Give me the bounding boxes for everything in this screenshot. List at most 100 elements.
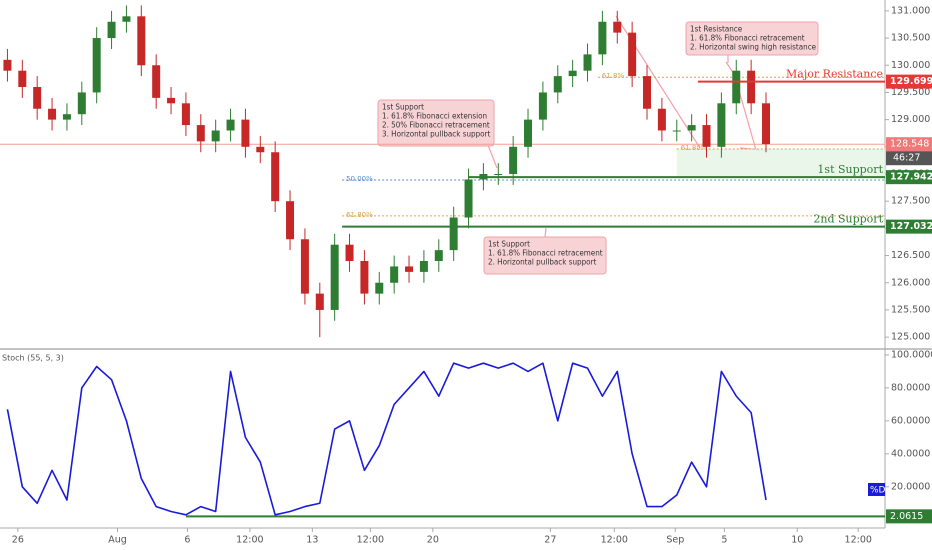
support-zone: [676, 148, 885, 178]
candle-body: [137, 16, 146, 66]
level-tag: [886, 219, 932, 234]
level-tag: [886, 74, 932, 89]
x-tick-label: 12:00: [601, 535, 628, 546]
candle-body: [122, 16, 131, 22]
x-tick-label: 20: [427, 535, 439, 546]
candle-body: [256, 146, 265, 153]
level-value: 127.032: [890, 221, 932, 232]
candle-body: [241, 119, 250, 147]
candle-body: [687, 125, 696, 131]
annotation-box: [377, 99, 495, 147]
legend-name: %D: [870, 485, 886, 495]
candle-body: [464, 179, 473, 218]
fib-label: 61.8%: [602, 72, 625, 80]
annotation-line: 2. 50% Fibonacci retracement: [382, 121, 490, 130]
x-tick-label: 12:00: [357, 535, 384, 546]
annotation-line: 1st Resistance: [690, 25, 743, 34]
x-tick-label: Sep: [666, 535, 684, 546]
annotation-line: 1. 61.8% Fibonacci extension: [382, 112, 487, 121]
candle-body: [62, 114, 71, 120]
annotation-line: 2. Horizontal pullback support: [488, 258, 597, 267]
x-tick-label: 26: [12, 535, 24, 546]
y-tick-label: 20.0000: [891, 481, 930, 492]
candle-body: [419, 261, 428, 272]
level-name: 1st Support: [817, 163, 883, 176]
candle-body: [226, 119, 235, 131]
annotation-line: 1st Support: [488, 240, 530, 249]
candle-body: [390, 266, 399, 283]
candle-body: [494, 174, 503, 175]
candle-body: [643, 76, 652, 109]
candle-body: [583, 54, 592, 71]
x-tick-label: 12:00: [236, 535, 263, 546]
price-tag: [886, 137, 932, 152]
candle-body: [286, 201, 295, 240]
y-tick-label: 130.500: [891, 33, 930, 44]
annotation-line: 1st Support: [382, 103, 424, 112]
y-tick-label: 130.000: [891, 60, 930, 71]
y-tick-label: 60.0000: [891, 415, 930, 426]
stoch-level-tag: [886, 509, 932, 524]
candle-body: [672, 130, 681, 132]
fib-label: 61.80%: [681, 144, 708, 152]
y-tick-label: 131.000: [891, 5, 930, 16]
annotation-line: 2. Horizontal swing high resistance: [690, 43, 817, 52]
level-name: Major Resistance: [786, 68, 883, 81]
candle-body: [524, 119, 533, 147]
x-tick-label: 13: [306, 535, 318, 546]
x-tick-label: 27: [544, 535, 556, 546]
candle-body: [152, 65, 161, 98]
candle-body: [167, 97, 176, 104]
candle-body: [732, 70, 741, 104]
candle-body: [449, 217, 458, 251]
candle-body: [181, 103, 190, 126]
price-tag-value: 128.548: [890, 139, 929, 150]
candle-body: [747, 70, 756, 104]
candle-body: [92, 38, 101, 93]
candle-body: [77, 92, 86, 115]
level-name: 2nd Support: [813, 213, 883, 226]
x-tick-label: 10: [791, 535, 803, 546]
countdown: 46:27: [893, 153, 920, 164]
candle-body: [553, 76, 562, 93]
candle-body: [18, 70, 27, 87]
candle-body: [330, 244, 339, 310]
y-tick-label: 127.500: [891, 196, 930, 207]
candle-body: [107, 21, 116, 39]
annotation-line: 1. 61.8% Fibonacci retracement: [488, 249, 603, 258]
stoch-level-value: 2.0615: [890, 511, 923, 522]
annotation-line: 1. 61.8% Fibonacci retracement: [690, 34, 805, 43]
y-tick-label: 80.0000: [891, 382, 930, 393]
annotation-line: 3. Horizontal pullback support: [382, 130, 491, 139]
candle-body: [405, 266, 414, 272]
candle-body: [196, 125, 205, 142]
fib-label: 50.00%: [346, 175, 373, 183]
x-tick-label: 12:00: [845, 535, 872, 546]
x-tick-label: 6: [184, 535, 190, 546]
countdown-tag: [886, 151, 932, 166]
annotation-box: [483, 236, 607, 275]
y-tick-label: 129.000: [891, 114, 930, 125]
candle-body: [271, 152, 280, 202]
fib-label: 61.80%: [346, 211, 373, 219]
candle-body: [598, 21, 607, 55]
y-tick-label: 40.0000: [891, 448, 930, 459]
candle-body: [657, 108, 666, 131]
y-tick-label: 100.0000: [891, 349, 932, 360]
annotation-box: [685, 21, 819, 56]
candle-body: [434, 250, 443, 261]
candle-body: [762, 103, 771, 145]
candle-body: [628, 32, 637, 77]
stoch-line: [6, 362, 767, 516]
y-tick-label: 126.000: [891, 277, 930, 288]
candle-body: [613, 21, 622, 33]
level-value: 127.942: [890, 172, 932, 183]
candle-body: [33, 87, 42, 109]
x-tick-label: 5: [721, 535, 727, 546]
y-tick-label: 125.000: [891, 332, 930, 343]
candle-body: [509, 146, 518, 174]
candle-body: [3, 59, 12, 71]
level-value: 129.699: [890, 76, 932, 87]
candle-body: [538, 92, 547, 120]
